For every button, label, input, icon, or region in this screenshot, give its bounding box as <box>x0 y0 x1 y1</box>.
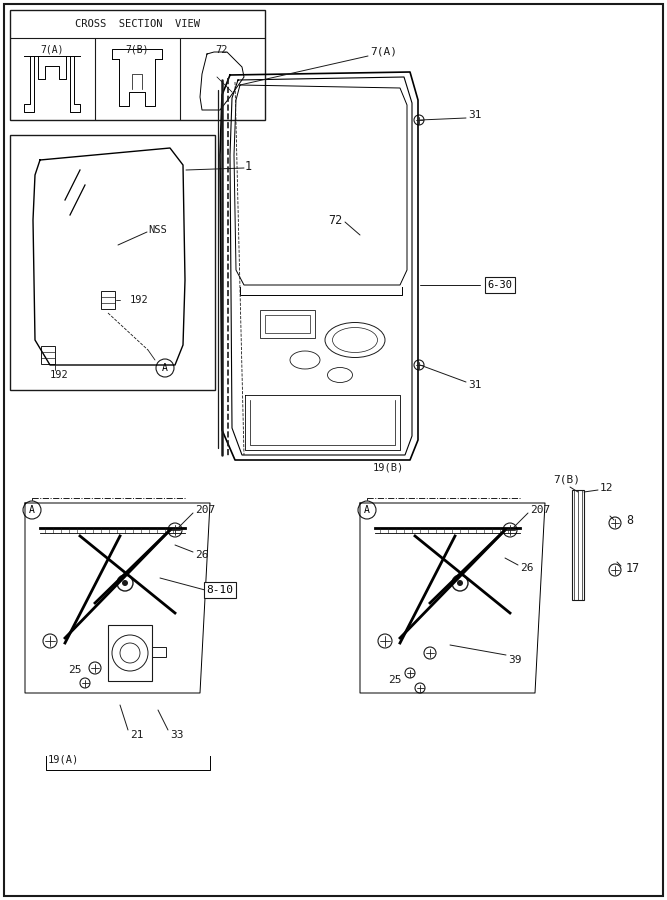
Text: 72: 72 <box>215 45 228 55</box>
Text: 7(A): 7(A) <box>40 45 64 55</box>
Text: 7(B): 7(B) <box>553 475 580 485</box>
Text: 207: 207 <box>195 505 215 515</box>
Bar <box>572 490 584 600</box>
Bar <box>265 315 310 333</box>
Bar <box>10 10 265 120</box>
Bar <box>101 291 115 309</box>
Text: NSS: NSS <box>148 225 167 235</box>
Circle shape <box>457 580 463 586</box>
Text: 26: 26 <box>520 563 534 573</box>
Text: 12: 12 <box>600 483 614 493</box>
Text: 33: 33 <box>170 730 183 740</box>
Text: 31: 31 <box>468 380 482 390</box>
Text: 19(A): 19(A) <box>48 755 79 765</box>
Text: 21: 21 <box>130 730 143 740</box>
Text: 39: 39 <box>508 655 522 665</box>
Text: 19(B): 19(B) <box>372 463 404 473</box>
Text: 7(A): 7(A) <box>370 47 397 57</box>
Text: 8-10: 8-10 <box>207 585 233 595</box>
Text: 8: 8 <box>626 514 633 526</box>
Text: 192: 192 <box>130 295 149 305</box>
Bar <box>108 625 152 681</box>
Text: 1: 1 <box>245 160 252 174</box>
Text: 26: 26 <box>195 550 209 560</box>
Text: 31: 31 <box>468 110 482 120</box>
Text: A: A <box>29 505 35 515</box>
Text: 207: 207 <box>530 505 550 515</box>
Text: 7(B): 7(B) <box>125 45 149 55</box>
Circle shape <box>122 580 128 586</box>
Text: CROSS  SECTION  VIEW: CROSS SECTION VIEW <box>75 19 200 29</box>
Circle shape <box>452 575 468 591</box>
Text: 192: 192 <box>50 370 69 380</box>
Text: A: A <box>364 505 370 515</box>
Text: 17: 17 <box>626 562 640 574</box>
Text: 6-30: 6-30 <box>488 280 512 290</box>
Text: 25: 25 <box>68 665 81 675</box>
Text: 72: 72 <box>328 213 342 227</box>
Circle shape <box>117 575 133 591</box>
Text: 25: 25 <box>388 675 402 685</box>
Bar <box>260 310 315 338</box>
Bar <box>41 346 55 364</box>
Text: A: A <box>162 363 168 373</box>
Bar <box>10 135 215 390</box>
Bar <box>152 647 166 657</box>
